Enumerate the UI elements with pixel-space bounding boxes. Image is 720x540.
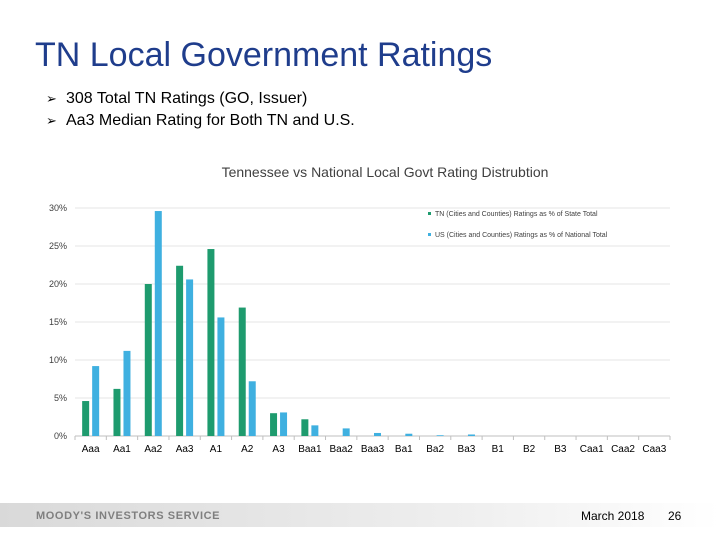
slide-title: TN Local Government Ratings <box>35 36 493 74</box>
footer-date: March 2018 <box>581 509 645 523</box>
bar-us <box>280 412 288 436</box>
x-tick-label: Caa2 <box>611 444 635 455</box>
bar-us <box>342 428 350 436</box>
bullet-text: Aa3 Median Rating for Both TN and U.S. <box>66 112 355 129</box>
x-tick-label: Ba2 <box>426 444 444 455</box>
bar-us <box>154 211 162 436</box>
bar-us <box>311 425 319 436</box>
x-tick-label: B3 <box>554 444 567 455</box>
x-tick-label: Aa1 <box>113 444 131 455</box>
bar-tn <box>270 413 278 436</box>
x-tick-label: A2 <box>241 444 254 455</box>
bar-us <box>248 381 256 436</box>
rating-distribution-chart: Tennessee vs National Local Govt Rating … <box>49 164 671 455</box>
bar-tn <box>301 419 309 436</box>
legend-label: US (Cities and Counties) Ratings as % of… <box>435 232 608 239</box>
bar-tn <box>113 388 121 436</box>
x-tick-label: Caa3 <box>642 444 666 455</box>
bullet-item: ➢ 308 Total TN Ratings (GO, Issuer) <box>46 88 355 110</box>
x-tick-label: A3 <box>272 444 285 455</box>
bullet-item: ➢ Aa3 Median Rating for Both TN and U.S. <box>46 110 355 132</box>
bar-us <box>374 432 381 436</box>
bullet-list: ➢ 308 Total TN Ratings (GO, Issuer) ➢ Aa3 … <box>46 88 355 132</box>
x-tick-label: Baa2 <box>330 444 354 455</box>
y-tick-label: 30% <box>49 203 67 213</box>
legend-swatch <box>428 233 431 236</box>
bar-tn <box>238 307 246 436</box>
x-tick-label: Ba1 <box>395 444 413 455</box>
x-tick-label: Aaa <box>82 444 100 455</box>
y-tick-label: 10% <box>49 355 67 365</box>
legend-swatch <box>428 212 431 215</box>
bar-us <box>186 279 194 436</box>
bar-us <box>217 317 225 436</box>
y-tick-label: 15% <box>49 317 67 327</box>
arrow-bullet-icon: ➢ <box>46 91 57 106</box>
bar-tn <box>207 249 215 436</box>
x-tick-label: Caa1 <box>580 444 604 455</box>
y-tick-label: 0% <box>54 431 67 441</box>
arrow-bullet-icon: ➢ <box>46 113 57 128</box>
bar-us <box>123 350 131 436</box>
x-tick-label: B1 <box>492 444 505 455</box>
bullet-text: 308 Total TN Ratings (GO, Issuer) <box>66 90 308 107</box>
y-tick-label: 25% <box>49 241 67 251</box>
x-tick-label: Aa3 <box>176 444 194 455</box>
x-tick-label: Ba3 <box>458 444 476 455</box>
x-tick-label: Baa3 <box>361 444 385 455</box>
chart-title: Tennessee vs National Local Govt Rating … <box>222 164 549 180</box>
y-tick-label: 5% <box>54 393 67 403</box>
x-tick-label: Baa1 <box>298 444 322 455</box>
x-tick-label: B2 <box>523 444 536 455</box>
bar-tn <box>82 401 90 436</box>
bar-us <box>467 434 475 436</box>
legend-label: TN (Cities and Counties) Ratings as % of… <box>435 211 598 218</box>
bar-us <box>436 435 444 436</box>
bar-us <box>92 366 100 436</box>
x-tick-label: Aa2 <box>144 444 162 455</box>
bar-tn <box>176 265 184 436</box>
company-logo: MOODY'S INVESTORS SERVICE <box>36 510 221 522</box>
bar-tn <box>144 284 152 436</box>
footer-bar: MOODY'S INVESTORS SERVICE March 2018 26 <box>0 503 720 527</box>
page-number: 26 <box>668 509 682 523</box>
y-tick-label: 20% <box>49 279 67 289</box>
bar-us <box>405 433 413 436</box>
x-tick-label: A1 <box>210 444 223 455</box>
